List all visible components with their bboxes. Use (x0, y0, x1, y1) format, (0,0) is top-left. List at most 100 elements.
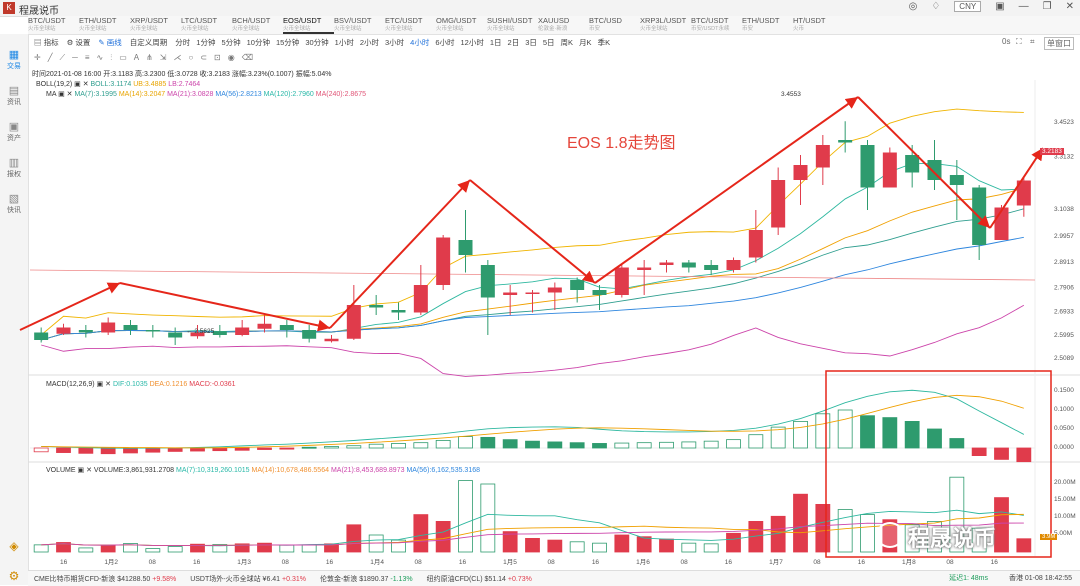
tab-xauusd[interactable]: XAUUSD 伦敦金·新浪 (538, 16, 589, 34)
indicator-button[interactable]: ▤ 指标 (34, 37, 59, 47)
candle (860, 145, 875, 188)
period-2日[interactable]: 2日 (507, 37, 520, 47)
settings-button[interactable]: ⚙ 设置 (66, 37, 91, 47)
refresh-label: 0s (1002, 37, 1011, 46)
period-30分钟[interactable]: 30分钟 (305, 37, 329, 47)
screenshot-icon[interactable]: ⌗ (1030, 37, 1035, 46)
hline-tool-icon[interactable]: ─ (72, 53, 78, 62)
tab-ltc-usdt[interactable]: LTC/USDT 火币全球站 (181, 16, 232, 34)
pitchfork-tool-icon[interactable]: ⋔ (146, 53, 153, 62)
ray-tool-icon[interactable]: ⟋ (59, 53, 66, 62)
period-3小时[interactable]: 3小时 (385, 37, 405, 47)
crosshair-icon[interactable]: ✛ (34, 53, 41, 62)
clock: 香港 01-08 18:42:55 (1008, 575, 1072, 582)
tab-xrp3l-usdt[interactable]: XRP3L/USDT 火币全球站 (640, 16, 691, 34)
tab-btc-usd[interactable]: BTC/USD 币安 (589, 16, 640, 34)
ticker-item[interactable]: 纽约原油CFD(CL) $51.14 +0.73% (427, 574, 532, 584)
ticker-item[interactable]: USDT场外-火币全球站 ¥6.41 +0.31% (190, 574, 306, 584)
period-1日[interactable]: 1日 (489, 37, 502, 47)
x-tick: 1月8 (902, 558, 916, 566)
sidebar-item-report[interactable]: ▥ 报权 (0, 156, 28, 179)
period-季K[interactable]: 季K (597, 37, 611, 47)
period-周K[interactable]: 周K (560, 37, 574, 47)
measure-tool-icon[interactable]: ⇲ (159, 53, 167, 62)
macd-bar (167, 447, 183, 452)
tab-eos-usdt[interactable]: EOS/USDT 火币全球站 (283, 16, 334, 34)
period-5日[interactable]: 5日 (542, 37, 555, 47)
tab-exchange: 火币 (793, 26, 805, 32)
macd-bar (78, 447, 94, 454)
tab-etc-usdt[interactable]: ETC/USDT 火币全球站 (385, 16, 436, 34)
close-icon[interactable]: ✕ (1065, 1, 1074, 12)
period-12小时[interactable]: 12小时 (460, 37, 484, 47)
theme-icon[interactable]: ◈ (9, 539, 19, 553)
line-tool-icon[interactable]: ╱ (47, 53, 53, 62)
maximize-icon[interactable]: ❐ (1042, 1, 1052, 12)
tab-bch-usdt[interactable]: BCH/USDT 火币全球站 (232, 16, 283, 34)
minimize-icon[interactable]: — (1018, 1, 1029, 12)
period-1分钟[interactable]: 1分钟 (196, 37, 216, 47)
period-5分钟[interactable]: 5分钟 (221, 37, 241, 47)
volume-bar (480, 483, 496, 553)
candle (905, 155, 920, 173)
period-月K[interactable]: 月K (579, 37, 592, 47)
tab-btc-usdt[interactable]: BTC/USDT 火币全球站 (28, 16, 79, 34)
candle (212, 331, 227, 335)
settings-icon[interactable]: ◎ (908, 1, 918, 12)
tab-label: HT/USDT (793, 16, 826, 25)
channel-tool-icon[interactable]: ≡ (84, 53, 90, 62)
period-10分钟[interactable]: 10分钟 (246, 37, 270, 47)
wave-tool-icon[interactable]: ∿ (96, 53, 104, 62)
text-tool-icon[interactable]: A (133, 53, 140, 62)
rect-tool-icon[interactable]: ▭ (119, 53, 127, 62)
user-icon[interactable]: ▣ (995, 1, 1005, 12)
hide-icon[interactable]: ◉ (227, 53, 235, 62)
tab-xrp-usdt[interactable]: XRP/USDT 火币全球站 (130, 16, 181, 34)
settings-gear-icon[interactable]: ⚙ (8, 569, 20, 583)
sidebar-item-wallet[interactable]: ▣ 资产 (0, 120, 28, 143)
lock-icon[interactable]: ⊡ (214, 53, 221, 62)
macd-bar (636, 442, 652, 449)
fib-tool-icon[interactable]: ⫶ (110, 53, 113, 62)
delete-icon[interactable]: ⌫ (241, 53, 254, 62)
macd-legend: MACD(12,26,9) ▣ ✕ DIF:0.1035 DEA:0.1216 … (46, 381, 236, 388)
sidebar-item-grid[interactable]: ▦ 交易 (0, 48, 28, 71)
candle (972, 187, 987, 245)
bell-icon[interactable]: ♢ (931, 1, 941, 12)
tab-eth-usdt[interactable]: ETH/USDT 币安 (742, 16, 793, 34)
period-3日[interactable]: 3日 (525, 37, 537, 47)
tab-omg-usdt[interactable]: OMG/USDT 火币全球站 (436, 16, 487, 34)
ticker-value: $41288.50 (117, 575, 153, 583)
ticker-item[interactable]: 伦敦金-新浪 $1890.37 -1.13% (320, 574, 413, 584)
drawing-button[interactable]: ✎ 画线 (98, 37, 122, 47)
period-4小时[interactable]: 4小时 (410, 37, 430, 47)
candle (525, 292, 540, 294)
sidebar-item-news[interactable]: ▤ 资讯 (0, 84, 28, 107)
tab-btc-usdt[interactable]: BTC/USDT 币安/USDT永续 (691, 16, 742, 34)
candle (34, 332, 49, 340)
magnet-icon[interactable]: ⊂ (200, 53, 208, 62)
layout-select[interactable]: 单窗口 (1044, 37, 1074, 50)
period-1小时[interactable]: 1小时 (334, 37, 354, 47)
ticker-item[interactable]: CME比特币期货CFD-新浪 $41288.50 +9.58% (34, 574, 176, 584)
fan-tool-icon[interactable]: ⋌ (173, 53, 182, 62)
fullscreen-icon[interactable]: ⛶ (1016, 37, 1022, 46)
macd-bar (726, 439, 741, 449)
period-分时[interactable]: 分时 (175, 37, 191, 47)
circle-tool-icon[interactable]: ○ (188, 53, 194, 62)
tab-label: BSV/USDT (334, 16, 372, 25)
tab-bsv-usdt[interactable]: BSV/USDT 火币全球站 (334, 16, 385, 34)
tab-ht-usdt[interactable]: HT/USDT 火币 (793, 16, 844, 34)
currency-select[interactable]: CNY (954, 1, 982, 12)
custom-period-button[interactable]: 自定义周期 (129, 37, 168, 47)
period-15分钟[interactable]: 15分钟 (275, 37, 300, 47)
candle (994, 207, 1009, 240)
period-6小时[interactable]: 6小时 (435, 37, 455, 47)
current-price-tag: 3.2183 (1040, 148, 1064, 155)
period-list: 分时 1分钟 5分钟 10分钟 15分钟 30分钟 1小时 2小时 3小时 4小时 6小时 12小时 1… (175, 37, 610, 48)
tab-sushi-usdt[interactable]: SUSHI/USDT 火币全球站 (487, 16, 538, 34)
period-2小时[interactable]: 2小时 (359, 37, 379, 47)
sidebar: ▦ 交易 ▤ 资讯 ▣ 资产 ▥ 报权 ▧ 快讯 ⚙ ◈ (0, 34, 29, 585)
tab-eth-usdt[interactable]: ETH/USDT 火币全球站 (79, 16, 130, 34)
sidebar-item-flash[interactable]: ▧ 快讯 (0, 192, 28, 215)
